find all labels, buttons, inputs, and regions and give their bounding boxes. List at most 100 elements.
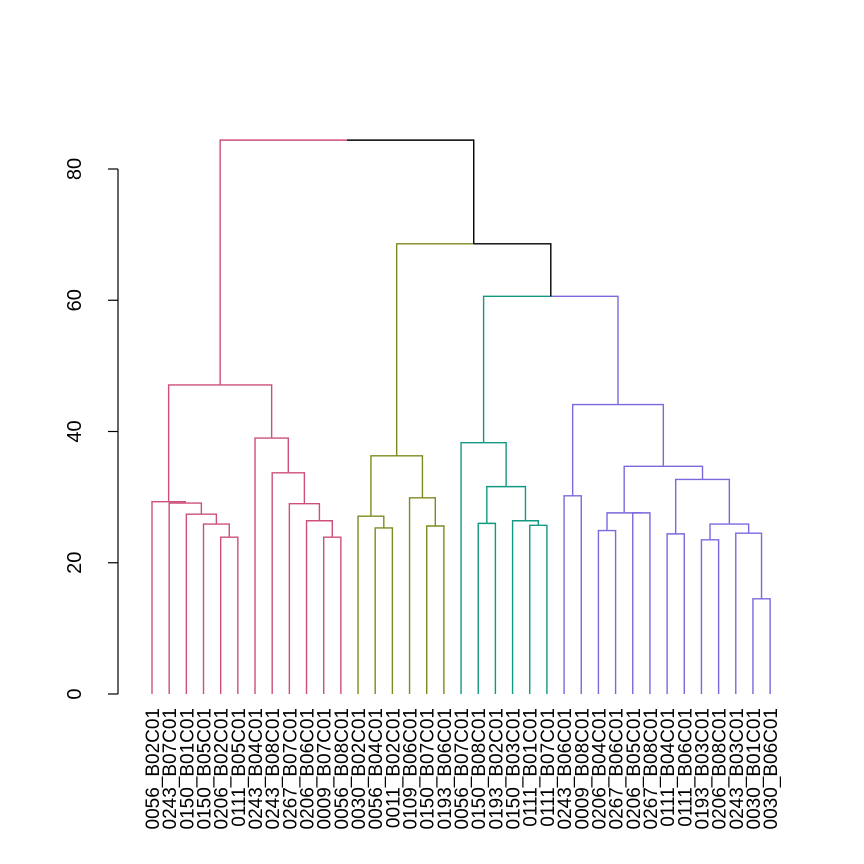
y-tick-label: 0 — [64, 688, 86, 699]
dendrogram-branch — [674, 478, 703, 534]
leaf-label: 0111_B01C01 — [521, 708, 542, 827]
dendrogram-branch — [710, 539, 720, 694]
dendrogram-branch — [151, 501, 169, 694]
dendrogram-branch — [229, 536, 239, 694]
leaf-label: 0243_B03C01 — [727, 708, 748, 830]
dendrogram-branch — [185, 513, 202, 694]
dendrogram-branch — [168, 501, 186, 504]
dendrogram-branch — [666, 533, 676, 694]
dendrogram-branch — [167, 384, 221, 502]
dendrogram-branch — [663, 465, 704, 480]
dendrogram-branch — [623, 465, 664, 513]
dendrogram-branch — [370, 455, 397, 517]
leaf-label: 0009_B08C01 — [572, 708, 593, 830]
dendrogram-branch — [185, 502, 203, 515]
dendrogram-branch — [395, 243, 474, 456]
leaf-label: 0011_B02C01 — [383, 708, 404, 828]
leaf-label: 0111_B06C01 — [675, 708, 696, 827]
y-axis-ticks: 0 20 40 60 80 — [64, 158, 118, 700]
leaf-label: 0111_B07C01 — [538, 708, 559, 827]
dendrogram-branch — [618, 403, 665, 467]
leaf-label: 0193_B02C01 — [486, 708, 507, 830]
leaf-label: 0150_B03C01 — [504, 708, 525, 830]
dendrogram-branch — [460, 441, 484, 694]
dendrogram-branch — [374, 527, 384, 694]
leaf-label: 0150_B01C01 — [177, 708, 198, 830]
leaf-label: 0030_B01C01 — [744, 708, 765, 830]
leaf-label: 0267_B06C01 — [607, 708, 628, 830]
leaf-label: 0193_B06C01 — [435, 708, 456, 830]
leaf-label: 0206_B06C01 — [298, 708, 319, 830]
dendrogram-branch — [735, 532, 749, 694]
leaf-label: 0150_B08C01 — [469, 708, 490, 830]
dendrogram-branch — [550, 295, 619, 405]
leaf-label: 0150_B07C01 — [418, 708, 439, 830]
y-tick-label: 60 — [64, 289, 86, 311]
leaf-label: 0111_B04C01 — [658, 708, 679, 827]
y-tick-label: 80 — [64, 158, 86, 180]
leaf-label: 0243_B07C01 — [160, 708, 181, 830]
y-tick-label: 20 — [64, 552, 86, 574]
dendrogram-branch — [319, 520, 333, 538]
dendrogram-branch — [597, 529, 608, 694]
dendrogram-branch — [426, 525, 436, 694]
leaf-label: 0243_B08C01 — [263, 708, 284, 830]
leaf-label: 0056_B04C01 — [366, 708, 387, 830]
dendrogram-branch — [288, 502, 305, 694]
dendrogram-branch — [607, 529, 617, 694]
dendrogram-branch — [529, 524, 539, 694]
leaf-label: 0267_B07C01 — [280, 708, 301, 830]
leaf-label: 0109_B06C01 — [401, 708, 422, 830]
dendrogram-branch — [473, 243, 552, 297]
dendrogram-branch — [525, 520, 540, 526]
dendrogram-branch — [511, 520, 526, 694]
dendrogram-branch — [483, 441, 507, 487]
dendrogram-branch — [271, 472, 289, 694]
y-tick-label: 40 — [64, 420, 86, 442]
dendrogram-branch — [606, 512, 625, 531]
dendrogram-branch — [702, 478, 731, 525]
dendrogram-branch — [219, 536, 230, 694]
dendrogram-branch — [761, 598, 771, 694]
y-axis: 0 20 40 60 80 — [64, 158, 119, 700]
dendrogram-branch — [332, 536, 342, 694]
dendrogram-branch — [408, 497, 423, 694]
dendrogram-branch — [396, 455, 424, 498]
leaf-label: 0056_B07C01 — [452, 708, 473, 830]
leaf-labels: 0056_B02C010243_B07C010150_B01C010150_B0… — [143, 708, 782, 830]
dendrogram-branch — [422, 497, 437, 526]
dendrogram-branch — [304, 502, 321, 521]
dendrogram-branch — [346, 139, 475, 244]
dendrogram-branch — [271, 437, 289, 473]
dendrogram-branch — [482, 295, 551, 443]
leaf-label: 0243_B06C01 — [555, 708, 576, 830]
dendrogram-branch — [709, 523, 730, 540]
dendrogram-branch — [216, 523, 230, 538]
dendrogram-branch — [220, 384, 273, 439]
dendrogram-branch — [202, 523, 217, 694]
dendrogram-branch — [632, 512, 642, 694]
dendrogram-branch — [357, 515, 371, 694]
leaf-label: 0056_B08C01 — [332, 708, 353, 830]
leaf-label: 0206_B05C01 — [624, 708, 645, 830]
leaf-label: 0206_B02C01 — [212, 708, 233, 830]
dendrogram-branch — [305, 520, 320, 694]
dendrogram-branch — [370, 515, 385, 528]
leaf-label: 0206_B08C01 — [710, 708, 731, 830]
dendrogram-branch — [168, 502, 186, 694]
dendrogram-branch — [486, 485, 507, 524]
leaf-label: 0150_B05C01 — [195, 708, 216, 830]
dendrogram-branch — [641, 512, 651, 694]
dendrogram-branch — [729, 523, 750, 534]
dendrogram-branch — [563, 495, 573, 694]
leaf-label: 0111_B05C01 — [229, 708, 250, 827]
leaf-label: 0030_B02C01 — [349, 708, 370, 830]
dendrogram-branch — [254, 437, 272, 694]
dendrogram-branch — [288, 472, 306, 504]
dendrogram-branch — [506, 485, 527, 521]
dendrogram-branches — [151, 139, 771, 694]
dendrogram-branch — [538, 524, 548, 694]
dendrogram-branch — [323, 536, 333, 694]
leaf-label: 0267_B08C01 — [641, 708, 662, 830]
dendrogram-branch — [572, 495, 582, 694]
